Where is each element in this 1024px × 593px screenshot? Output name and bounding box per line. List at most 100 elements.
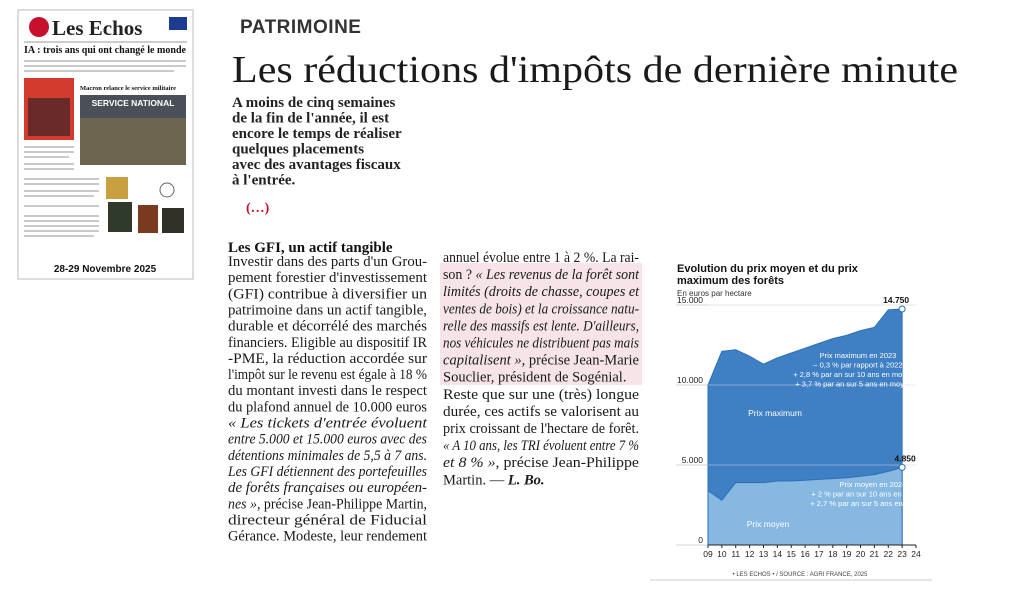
body-line: nos véhicules ne distribuent pas mais [443,336,639,352]
body-text: l'impôt sur le revenu est égale à 18 % [228,367,427,383]
body-text: et 8 % » [443,455,496,471]
body-line: l'impôt sur le revenu est égale à 18 % [228,367,427,383]
body-text: , précise Jean-Philippe [496,455,639,471]
body-text: Les GFI détiennent des portefeuilles [227,464,427,480]
article-title: Les réductions d'impôts de dernière minu… [232,49,958,91]
body-text: « Les tickets d'entrée évoluent [228,416,428,432]
body-line: financiers. Eligible au dispositif IR [228,335,427,351]
body-line: patrimoine dans un actif tangible, [228,302,427,318]
x-tick-label: 18 [828,549,838,559]
text-placeholder [24,60,186,72]
body-text: relle des massifs est lente. D'ailleurs, [443,318,639,334]
body-text: -PME, la réduction accordée sur [228,351,427,367]
point [898,463,906,471]
body-line: capitalisent », précise Jean-Marie [443,353,639,369]
logo-mark [29,17,49,37]
area [707,466,903,546]
lead-line: avec des avantages fiscaux [232,157,401,173]
body-text: détentions minimales de 5,5 à 7 ans. [228,448,427,464]
x-tick-label: 13 [759,549,769,559]
x-tick-label: 09 [703,549,713,559]
series-label: Prix moyen [747,519,790,529]
body-line: « Les tickets d'entrée évoluent [228,416,428,432]
body-text: Souclier, président de Sogénial. [443,370,626,386]
body-line: entre 5.000 et 15.000 euros avec des [228,432,427,448]
x-tick-label: 21 [870,549,880,559]
body-line: directeur général de Fiducial [228,512,427,528]
lead-line: de la fin de l'année, il est [232,111,389,127]
body-text: financiers. Eligible au dispositif IR [228,335,427,351]
body-text: du plafond annuel de 10.000 euros [228,399,427,415]
body-line: son ? « Les revenus de la forêt sont [443,267,640,283]
chart-title: Evolution du prix moyen et du prix maxim… [677,263,858,287]
source: • LES ECHOS • / SOURCE : AGRI FRANCE, 20… [733,572,869,578]
body-text: , précise Jean-Marie [522,353,639,369]
body-text: directeur général de Fiducial [228,512,427,528]
body-text: limités (droits de chasse, coupes et [443,284,640,300]
body-line: -PME, la réduction accordée sur [228,351,427,367]
highlight [440,263,642,385]
x-tick-label: 12 [745,549,755,559]
x-tick-label: 22 [884,549,894,559]
thumb [106,177,128,199]
thumb [108,202,132,232]
annotation: Prix moyen en 2024 [840,480,907,489]
body-text: pement forestier d'investissement [228,270,427,286]
body-line: du plafond annuel de 10.000 euros [228,399,427,415]
annotation: + 2,8 % par an sur 10 ans en moyenne [793,370,922,379]
body-line: de forêts françaises ou européen- [228,480,427,496]
body-line: Reste que sur une (très) longue [443,387,639,403]
value-label: 14.750 [883,295,909,305]
body-line: (GFI) contribue à diversifier un [228,286,428,302]
red-box-photo [28,98,70,136]
x-tick-label: 24 [911,549,921,559]
annotation: + 2,7 % par an sur 5 ans en moyenne [810,499,935,508]
body-text: , précise Jean-Philippe Martin, [257,496,427,512]
y-tick-label: 15.000 [677,295,703,305]
subhead: Les GFI, un actif tangible [228,240,393,256]
body-text: nes » [228,496,257,512]
body-line: détentions minimales de 5,5 à 7 ans. [228,448,427,464]
x-tick-label: 11 [731,549,740,559]
masthead: Les Echos [52,16,142,40]
body-text: capitalisent » [443,353,522,369]
x-tick-label: 23 [897,549,907,559]
body-text: durable et décorrélé des marchés [228,319,427,335]
body-line: annuel évolue entre 1 à 2 %. La rai- [443,250,639,266]
body-line: du montant investi dans le respect [228,383,427,399]
ellipsis: (…) [246,201,270,216]
thumb [138,205,158,233]
x-tick-label: 14 [773,549,783,559]
body-text: Martin. — [443,472,508,488]
y-tick-label: 0 [698,535,703,545]
chart: En euros par hectare • LES ECHOS • / SOU… [650,256,936,582]
body-text: nos véhicules ne distribuent pas mais [443,336,639,352]
body-line: prix croissant de l'hectare de forêt. [443,421,639,437]
body-line: « A 10 ans, les TRI évoluent entre 7 % [443,438,639,454]
body-line: nes », précise Jean-Philippe Martin, [228,496,427,512]
body-text: durée, ces actifs se valorisent au [443,404,639,420]
body-line: Investir dans des parts d'un Grou- [228,254,427,270]
lead-line: encore le temps de réaliser [232,126,402,142]
body-text: son ? [443,267,476,283]
front-photo-crowd [80,118,186,165]
series-label: Prix maximum [748,408,802,418]
body-line: Les GFI détiennent des portefeuilles [227,464,427,480]
lead-line: à l'entrée. [232,173,296,189]
annotation: Prix maximum en 2023 [820,351,897,360]
annotation: + 3,7 % par an sur 5 ans en moyenne [795,380,920,389]
body-text: annuel évolue entre 1 à 2 %. La rai- [443,250,639,266]
flag [169,17,187,30]
body-line: Martin. — L. Bo. [443,472,545,488]
x-tick-label: 17 [814,549,824,559]
point [898,305,906,313]
body-text: « Les revenus de la forêt sont [476,267,640,283]
body-text: du montant investi dans le respect [228,383,427,399]
front-date: 28-29 Novembre 2025 [54,264,157,275]
lead-line: quelques placements [232,142,364,158]
body-line: et 8 % », précise Jean-Philippe [443,455,639,471]
body-line: limités (droits de chasse, coupes et [443,284,640,300]
